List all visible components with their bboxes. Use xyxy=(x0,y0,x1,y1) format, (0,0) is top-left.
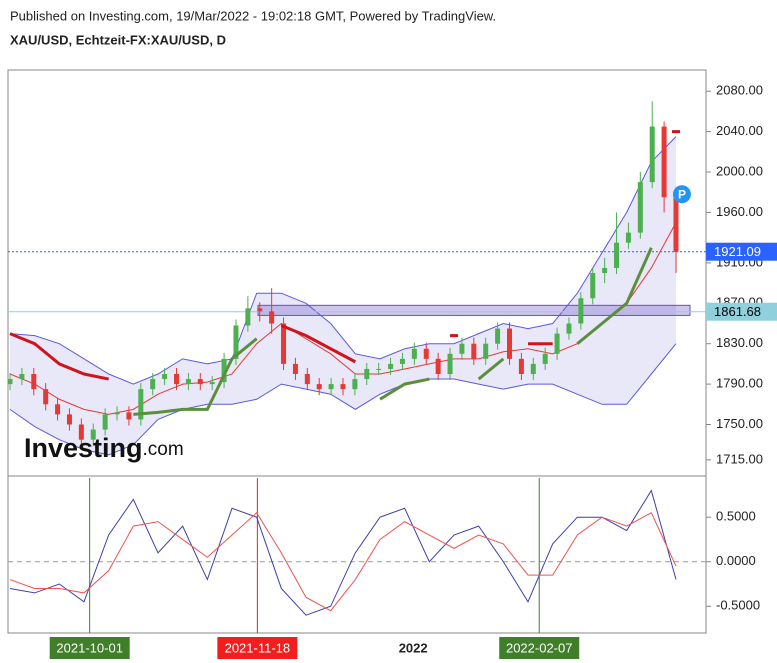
logo: Investing.com xyxy=(24,433,184,463)
candle-body xyxy=(233,325,239,359)
band-upper xyxy=(9,136,677,385)
x-tick-label: 2022 xyxy=(399,640,428,655)
candle-body xyxy=(483,343,489,359)
logo-suffix: .com xyxy=(143,439,184,460)
candle-body xyxy=(114,412,120,415)
x-tick-label: 2021-11-18 xyxy=(225,640,291,655)
candle-body xyxy=(459,343,465,354)
logo-brand: Investing xyxy=(24,433,143,463)
supertrend xyxy=(133,247,653,416)
date-label-box xyxy=(499,637,580,659)
candle-body xyxy=(614,242,620,268)
candle-body xyxy=(43,389,49,405)
candle-body xyxy=(435,358,441,375)
candle-body xyxy=(209,382,215,385)
plot-layer: 2080.002040.002000.001960.001910.001870.… xyxy=(7,83,777,659)
candle-body xyxy=(376,368,382,370)
candle-body xyxy=(126,412,132,420)
price-label-box xyxy=(706,242,777,261)
candle-body xyxy=(55,404,61,415)
date-label-box xyxy=(49,637,130,659)
price-label: 1861.68 xyxy=(714,304,761,319)
candle-body xyxy=(590,273,596,299)
y-tick-label: 2000.00 xyxy=(716,163,763,178)
x-tick-label: 2021-10-01 xyxy=(56,640,123,655)
marker xyxy=(672,185,691,204)
candle-body xyxy=(411,348,417,359)
y-tick-label: 2040.00 xyxy=(716,123,763,138)
candle-body xyxy=(185,379,191,385)
candle-body xyxy=(447,353,453,375)
candle-body xyxy=(542,353,548,364)
candle-body xyxy=(7,379,13,385)
candle-body xyxy=(637,182,643,233)
candle-body xyxy=(388,363,394,369)
y-tick-label: 0.5000 xyxy=(716,509,756,524)
date-label-box xyxy=(217,637,298,659)
y-tick-label: 1750.00 xyxy=(716,416,763,431)
candle-body xyxy=(138,389,144,420)
candle-body xyxy=(649,126,655,183)
candle-body xyxy=(423,348,429,359)
candle-body xyxy=(162,374,168,380)
candle-body xyxy=(364,368,370,380)
band-fill xyxy=(10,136,676,455)
plot-frame xyxy=(7,69,707,634)
candle-body xyxy=(292,363,298,375)
y-tick-label: -0.5000 xyxy=(716,598,760,613)
candle-body xyxy=(174,374,179,385)
supertrend xyxy=(9,130,680,381)
price-label: 1921.09 xyxy=(714,244,761,259)
candle-body xyxy=(269,311,275,324)
y-tick-label: 1830.00 xyxy=(716,335,763,350)
candle-body xyxy=(221,358,227,383)
candle-body xyxy=(66,414,72,425)
candle-body xyxy=(554,333,560,354)
candle-body xyxy=(495,328,501,344)
candle-body xyxy=(102,414,108,430)
y-tick-label: 1715.00 xyxy=(716,451,763,466)
candle-body xyxy=(257,308,263,312)
y-tick-label: 1790.00 xyxy=(716,376,763,391)
candle-body xyxy=(352,379,358,390)
candle-body xyxy=(150,379,156,390)
candle-body xyxy=(530,363,536,375)
candle-body xyxy=(578,298,584,324)
candle-body xyxy=(625,232,631,243)
symbol-title: XAU/USD, Echtzeit-FX:XAU/USD, D xyxy=(10,32,226,47)
price-label-box xyxy=(706,302,777,321)
candle-body xyxy=(19,374,25,380)
candle-body xyxy=(340,384,346,390)
candle-body xyxy=(518,358,524,375)
y-tick-label: 2080.00 xyxy=(716,83,763,98)
candle-body xyxy=(245,308,251,326)
candle-body xyxy=(316,384,322,390)
candle-body xyxy=(78,424,84,440)
y-tick-label: 0.0000 xyxy=(716,553,756,568)
published-note: Published on Investing.com, 19/Mar/2022 … xyxy=(10,8,496,23)
candle-body xyxy=(566,323,572,334)
band-middle xyxy=(9,222,677,415)
oscillator-line xyxy=(9,489,677,616)
candle-body xyxy=(31,374,37,390)
price-zone xyxy=(257,304,691,316)
band-lower xyxy=(9,343,677,456)
candle-body xyxy=(507,328,512,359)
candle-body xyxy=(197,379,203,385)
candle-body xyxy=(602,267,608,274)
y-tick-label: 1960.00 xyxy=(716,204,763,219)
candle-body xyxy=(673,197,679,252)
oscillator-line xyxy=(9,511,677,612)
candle-body xyxy=(399,358,405,364)
candle-body xyxy=(471,343,477,359)
marker-label: P xyxy=(678,187,686,201)
candle-body xyxy=(661,126,667,198)
x-tick-label: 2022-02-07 xyxy=(506,640,573,655)
candle-body xyxy=(304,374,310,385)
candle-body xyxy=(328,384,334,390)
candle-body xyxy=(90,429,96,440)
candle-body xyxy=(281,323,287,364)
